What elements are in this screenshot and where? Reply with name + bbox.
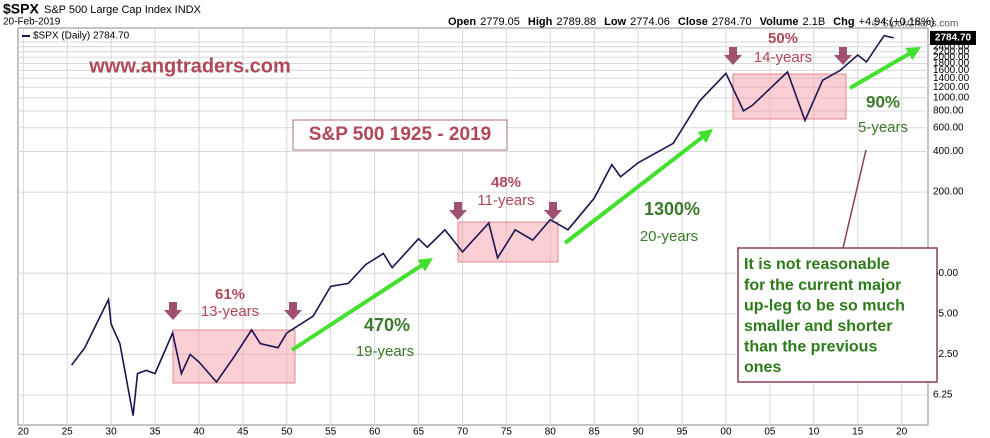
y-tick-label: 1800.00 <box>933 58 970 69</box>
trend-arrow <box>290 260 428 352</box>
x-tick-label: 65 <box>413 427 425 438</box>
quote-label: Volume <box>760 16 799 28</box>
note-line: for the current major <box>744 277 901 294</box>
annotation: www.angtraders.com <box>88 55 291 77</box>
note-box <box>737 247 938 383</box>
annotation: 5-years <box>858 119 908 136</box>
annotation: 90% <box>866 92 900 111</box>
y-tick-label: 1400.00 <box>933 73 970 84</box>
symbol: $SPX <box>3 1 39 17</box>
trend-arrow <box>848 47 919 90</box>
down-arrow <box>449 202 467 220</box>
x-tick-label: 20 <box>896 427 908 438</box>
quote-value: +4.94 (+0.18%) <box>859 16 935 28</box>
range-box <box>732 73 847 120</box>
quote-value: 2.1B <box>803 16 826 28</box>
down-arrow <box>284 302 302 320</box>
arrow-head <box>905 47 921 61</box>
x-tick-label: 90 <box>633 427 645 438</box>
x-tick-label: 15 <box>852 427 864 438</box>
y-tick-label: 2400.00 <box>933 41 970 52</box>
annotation: 48% <box>491 174 521 191</box>
price-line <box>70 34 894 416</box>
annotation: 19-years <box>356 343 414 360</box>
x-tick-label: 80 <box>545 427 557 438</box>
y-tick-label: 1600.00 <box>933 65 970 76</box>
annotation: 470% <box>364 315 410 335</box>
title-box <box>292 119 508 151</box>
annotation: 61% <box>215 286 245 303</box>
x-tick-label: 45 <box>237 427 249 438</box>
x-tick-label: 60 <box>369 427 381 438</box>
y-tick-label: 50.00 <box>933 268 958 279</box>
annotation: 13-years <box>201 303 259 320</box>
quote-value: 2784.70 <box>712 16 752 28</box>
x-tick-label: 10 <box>808 427 820 438</box>
x-tick-label: 00 <box>720 427 732 438</box>
legend-label: $SPX (Daily) 2784.70 <box>33 31 130 42</box>
x-tick-label: 25 <box>62 427 74 438</box>
x-tick-label: 35 <box>149 427 161 438</box>
down-arrow <box>724 47 742 65</box>
quote-label: Close <box>678 16 708 28</box>
x-tick-label: 75 <box>501 427 513 438</box>
y-tick-label: 600.00 <box>933 122 964 133</box>
quote-label: High <box>528 16 553 28</box>
x-tick-label: 95 <box>676 427 688 438</box>
y-tick-label: 400.00 <box>933 146 964 157</box>
y-tick-label: 25.00 <box>933 308 958 319</box>
note-line: ones <box>744 359 781 376</box>
x-tick-label: 70 <box>457 427 469 438</box>
price-tag-label: 2784.70 <box>935 33 972 44</box>
y-tick-label: 2000.00 <box>933 52 970 63</box>
quote-value: 2779.05 <box>480 16 520 28</box>
arrow-head <box>417 258 433 272</box>
annotation: 14-years <box>754 49 812 66</box>
x-tick-label: 30 <box>106 427 118 438</box>
trend-arrow <box>563 133 707 245</box>
date: 20-Feb-2019 <box>3 17 61 28</box>
down-arrow <box>544 202 562 220</box>
down-arrow <box>164 302 182 320</box>
arrow-head <box>697 129 713 144</box>
down-arrow <box>834 47 852 65</box>
pointer-line <box>842 149 867 249</box>
credit: © StockCharts.com <box>872 19 958 30</box>
x-tick-label: 55 <box>325 427 337 438</box>
x-tick-label: 05 <box>764 427 776 438</box>
x-tick-label: 20 <box>18 427 30 438</box>
annotation: 11-years <box>477 192 534 209</box>
plot-frame <box>17 27 929 426</box>
annotation: S&P 500 1925 - 2019 <box>309 124 491 145</box>
quote-value: 2789.88 <box>556 16 596 28</box>
note-line: smaller and shorter <box>744 318 893 335</box>
y-tick-label: 1000.00 <box>933 93 970 104</box>
quote-label: Open <box>448 16 476 28</box>
annotation: 50% <box>768 30 798 47</box>
price-tag <box>930 30 976 45</box>
note-line: up-leg to be so much <box>744 297 905 314</box>
y-tick-label: 800.00 <box>933 106 964 117</box>
quote-label: Low <box>604 16 626 28</box>
y-tick-label: 200.00 <box>933 187 964 198</box>
note-line: It is not reasonable <box>744 256 890 273</box>
quote-value: 2774.06 <box>630 16 670 28</box>
index-name: S&P 500 Large Cap Index INDX <box>44 4 202 16</box>
x-tick-label: 40 <box>193 427 205 438</box>
note-line: than the previous <box>744 339 877 356</box>
x-tick-label: 50 <box>281 427 293 438</box>
annotation: 1300% <box>644 199 700 219</box>
x-tick-label: 85 <box>589 427 601 438</box>
y-tick-label: 12.50 <box>933 349 958 360</box>
annotation: 20-years <box>640 228 698 245</box>
y-tick-label: 6.25 <box>933 390 953 401</box>
y-tick-label: 1200.00 <box>933 82 970 93</box>
y-tick-label: 2200.00 <box>933 46 970 57</box>
quote-label: Chg <box>833 16 854 28</box>
